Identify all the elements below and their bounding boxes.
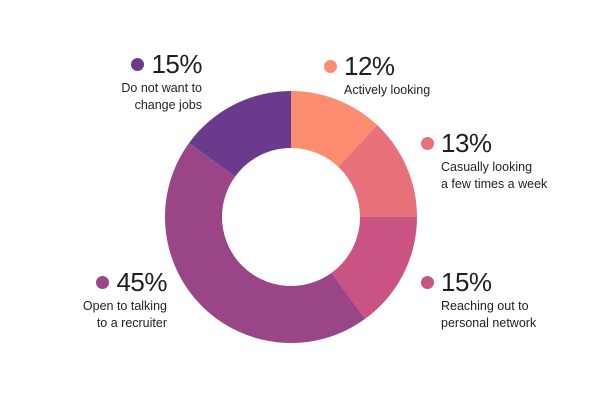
- legend-dot-open-to-recruiter: [96, 275, 110, 289]
- pct-actively-looking: 12%: [344, 51, 395, 81]
- donut-slice-casually-looking-a-few-times-a-week: [338, 125, 417, 217]
- donut-slice-do-not-want-to-change-jobs: [189, 91, 291, 177]
- label-open-to-recruiter: 45% Open to talking to a recruiter: [82, 267, 168, 332]
- legend-dot-actively-looking: [324, 59, 337, 73]
- desc-casually-looking-line2: a few times a week: [441, 177, 548, 191]
- pct-open-to-recruiter: 45%: [116, 267, 167, 297]
- desc-open-to-recruiter-line1: Open to talking: [82, 299, 167, 313]
- desc-reaching-out-line2: personal network: [441, 316, 537, 330]
- pct-do-not-change: 15%: [151, 49, 202, 79]
- pct-casually-looking: 13%: [441, 128, 492, 158]
- donut-slice-actively-looking: [291, 91, 378, 167]
- legend-dot-do-not-change: [131, 57, 145, 71]
- legend-dot-reaching-out: [421, 275, 434, 289]
- desc-do-not-change-line2: change jobs: [134, 98, 202, 112]
- label-do-not-change: 15% Do not want to change jobs: [121, 50, 202, 114]
- label-reaching-out: 15% Reaching out to personal network: [421, 268, 536, 332]
- label-casually-looking: 13% Casually looking a few times a week: [421, 129, 547, 193]
- legend-dot-casually-looking: [421, 136, 434, 150]
- label-actively-looking: 12% Actively looking: [324, 52, 430, 99]
- desc-do-not-change-line1: Do not want to: [121, 81, 202, 95]
- desc-open-to-recruiter-line2: to a recruiter: [96, 316, 167, 330]
- donut-slice-reaching-out-to-personal-network: [331, 217, 417, 319]
- desc-actively-looking-line1: Actively looking: [344, 83, 431, 97]
- desc-casually-looking-line1: Casually looking: [441, 160, 533, 174]
- pct-reaching-out: 15%: [441, 267, 492, 297]
- donut-slice-open-to-talking-to-a-recruiter: [164, 142, 366, 344]
- desc-reaching-out-line1: Reaching out to: [441, 299, 529, 313]
